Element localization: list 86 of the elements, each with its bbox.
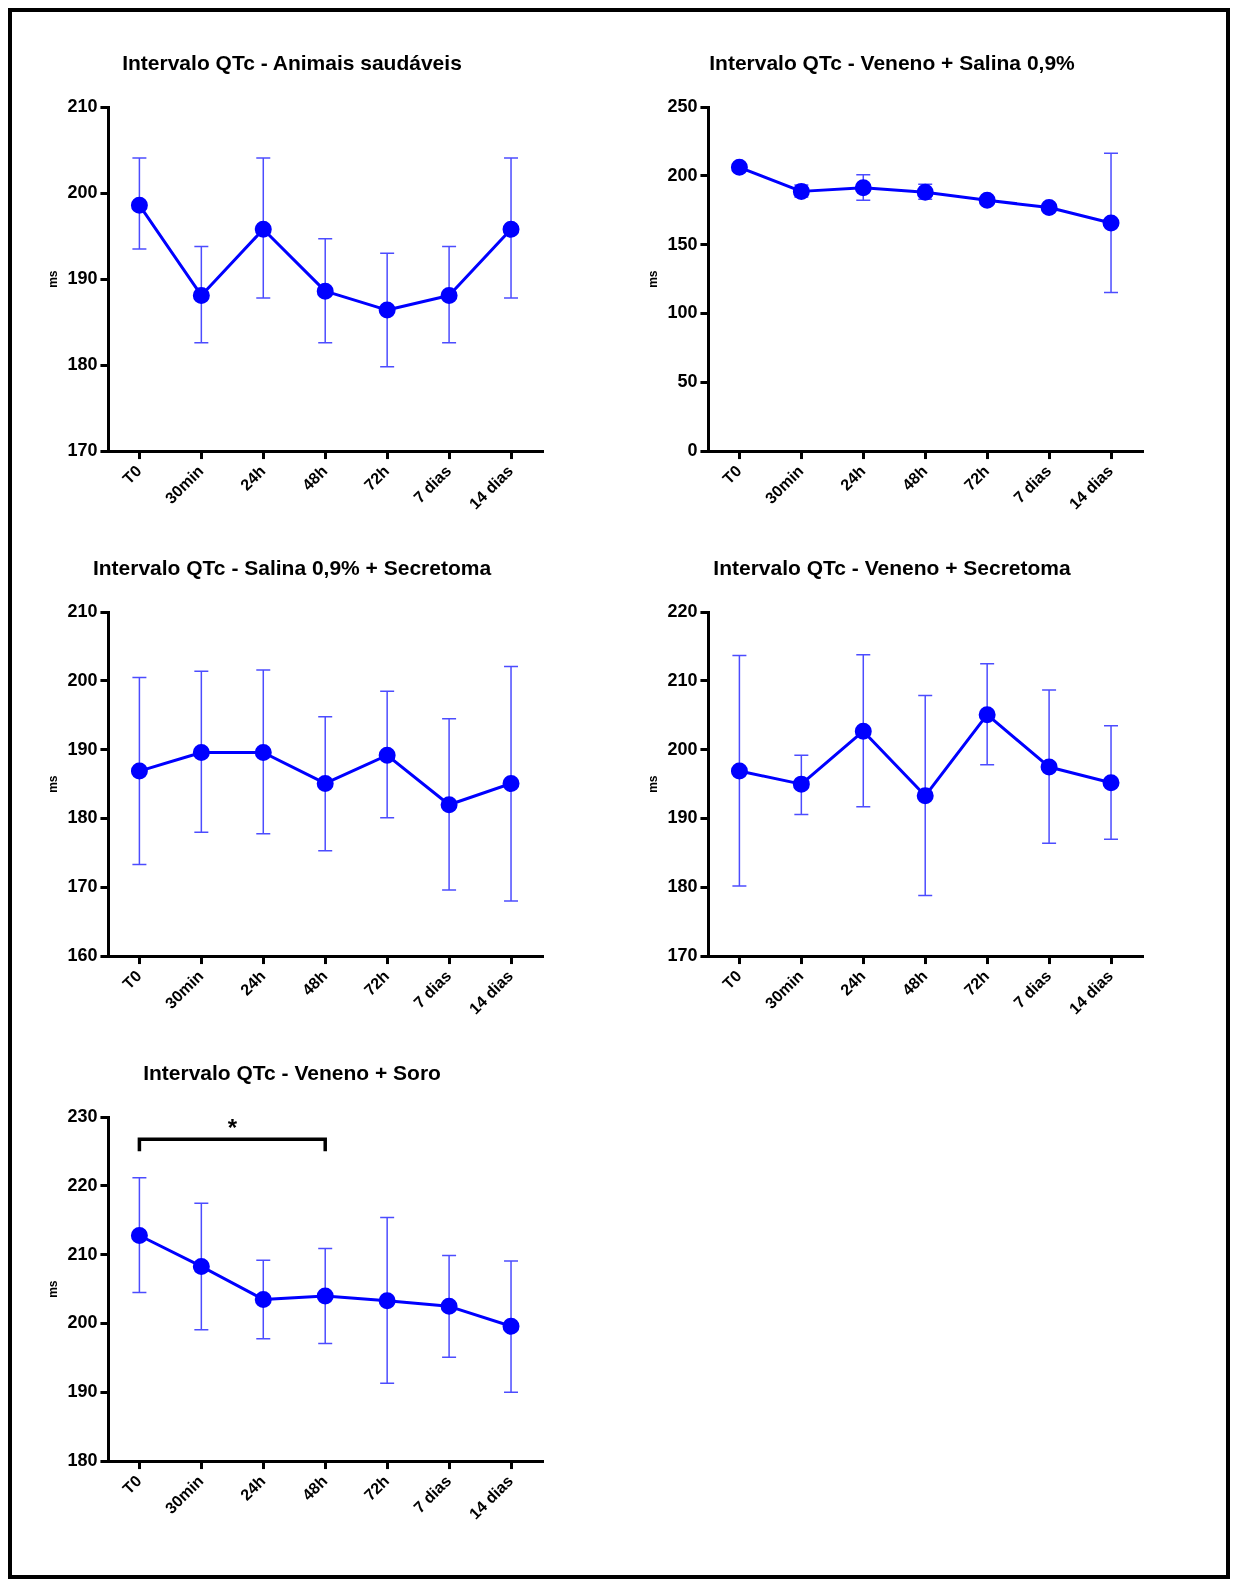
y-axis-title: ms bbox=[45, 1280, 60, 1298]
point bbox=[792, 775, 810, 793]
y-tick-label: 220 bbox=[67, 1174, 98, 1195]
y-tick-label: 230 bbox=[67, 1106, 98, 1127]
y-tick-label: 200 bbox=[67, 1312, 98, 1333]
chart-title: Intervalo QTc - Veneno + Soro bbox=[143, 1061, 441, 1085]
x-tick-label: 72h bbox=[960, 967, 993, 999]
x-tick-label: 48h bbox=[298, 967, 331, 999]
point bbox=[254, 1290, 272, 1308]
x-tick-label: 24h bbox=[236, 1472, 269, 1504]
point bbox=[254, 220, 272, 238]
y-tick-label: 200 bbox=[667, 738, 698, 759]
point bbox=[192, 286, 210, 304]
x-tick-label: 14 dias bbox=[465, 462, 517, 513]
x-tick-label: 7 dias bbox=[410, 1471, 455, 1517]
point bbox=[130, 196, 148, 214]
y-tick-label: 180 bbox=[667, 876, 698, 897]
x-tick-label: 72h bbox=[360, 1472, 393, 1504]
y-tick-label: 100 bbox=[667, 302, 698, 323]
x-tick-label: 48h bbox=[298, 1472, 331, 1504]
point bbox=[130, 1226, 148, 1244]
point bbox=[978, 191, 996, 209]
y-tick-label: 0 bbox=[687, 440, 698, 461]
y-tick-label: 190 bbox=[667, 807, 698, 828]
y-tick-label: 190 bbox=[67, 738, 98, 759]
point bbox=[254, 743, 272, 761]
y-tick-label: 210 bbox=[667, 669, 698, 690]
x-tick-label: T0 bbox=[119, 966, 145, 993]
y-tick-label: 50 bbox=[677, 371, 698, 392]
chart-title: Intervalo QTc - Salina 0,9% + Secretoma bbox=[92, 556, 492, 580]
annotation: * bbox=[227, 1113, 238, 1141]
y-tick-label: 200 bbox=[67, 669, 98, 690]
x-tick-label: 14 dias bbox=[465, 1472, 517, 1523]
x-tick-label: 48h bbox=[898, 462, 931, 494]
y-axis-title: ms bbox=[45, 270, 60, 288]
x-tick-label: T0 bbox=[719, 461, 745, 488]
y-tick-label: 210 bbox=[67, 601, 98, 622]
point bbox=[730, 762, 748, 780]
point bbox=[1040, 198, 1058, 216]
x-tick-label: T0 bbox=[119, 461, 145, 488]
x-tick-label: T0 bbox=[119, 1471, 145, 1498]
x-tick-label: 7 dias bbox=[1010, 461, 1055, 507]
y-tick-label: 180 bbox=[67, 807, 98, 828]
y-tick-label: 180 bbox=[67, 354, 98, 375]
chart-title: Intervalo QTc - Animais saudáveis bbox=[122, 51, 462, 75]
x-tick-label: 14 dias bbox=[465, 967, 517, 1018]
y-axis-title: ms bbox=[645, 270, 660, 288]
y-tick-label: 190 bbox=[67, 1381, 98, 1402]
x-tick-label: 14 dias bbox=[1065, 462, 1117, 513]
y-tick-label: 170 bbox=[67, 876, 98, 897]
y-tick-label: 200 bbox=[667, 164, 698, 185]
y-axis-title: ms bbox=[45, 775, 60, 793]
y-axis-title: ms bbox=[645, 775, 660, 793]
y-tick-label: 150 bbox=[667, 233, 698, 254]
x-tick-label: 48h bbox=[898, 967, 931, 999]
y-tick-label: 220 bbox=[667, 601, 698, 622]
point bbox=[192, 1257, 210, 1275]
x-tick-label: 72h bbox=[960, 462, 993, 494]
y-tick-label: 210 bbox=[67, 96, 98, 117]
chart-title: Intervalo QTc - Veneno + Secretoma bbox=[713, 556, 1071, 580]
point bbox=[854, 179, 872, 197]
x-tick-label: 48h bbox=[298, 462, 331, 494]
x-tick-label: 24h bbox=[836, 967, 869, 999]
y-tick-label: 180 bbox=[67, 1450, 98, 1471]
point bbox=[192, 743, 210, 761]
chart-title: Intervalo QTc - Veneno + Salina 0,9% bbox=[709, 51, 1076, 75]
y-tick-label: 170 bbox=[67, 440, 98, 461]
y-tick-label: 210 bbox=[67, 1243, 98, 1264]
x-tick-label: 7 dias bbox=[1010, 966, 1055, 1012]
x-tick-label: 72h bbox=[360, 967, 393, 999]
x-tick-label: 24h bbox=[836, 462, 869, 494]
x-tick-label: T0 bbox=[719, 966, 745, 993]
y-tick-label: 170 bbox=[667, 945, 698, 966]
x-tick-label: 7 dias bbox=[410, 966, 455, 1012]
point bbox=[854, 722, 872, 740]
point bbox=[130, 762, 148, 780]
x-tick-label: 24h bbox=[236, 462, 269, 494]
x-tick-label: 72h bbox=[360, 462, 393, 494]
x-tick-label: 14 dias bbox=[1065, 967, 1117, 1018]
y-tick-label: 200 bbox=[67, 182, 98, 203]
point bbox=[730, 158, 748, 176]
y-tick-label: 190 bbox=[67, 268, 98, 289]
x-tick-label: 7 dias bbox=[410, 461, 455, 507]
y-tick-label: 250 bbox=[667, 96, 698, 117]
x-tick-label: 24h bbox=[236, 967, 269, 999]
y-tick-label: 160 bbox=[67, 945, 98, 966]
